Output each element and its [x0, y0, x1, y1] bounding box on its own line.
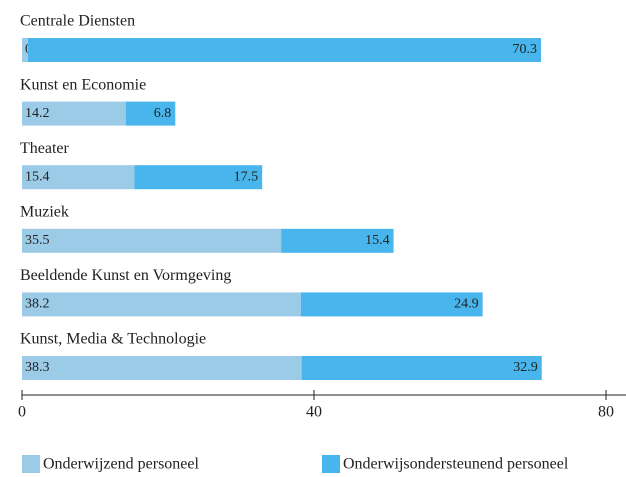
category-label: Kunst en Economie — [20, 76, 146, 93]
value-label: 14.2 — [25, 106, 50, 121]
value-label: 15.4 — [25, 169, 50, 184]
bar-segment — [22, 38, 28, 62]
value-label: 32.9 — [513, 360, 538, 375]
category-label: Muziek — [20, 203, 69, 220]
bar-segment — [301, 356, 542, 380]
bar-segment — [125, 101, 176, 126]
value-label: 38.2 — [25, 297, 50, 312]
value-label: 15.4 — [365, 233, 390, 248]
bar-segment — [300, 292, 483, 317]
category-label: Beeldende Kunst en Vormgeving — [20, 267, 231, 284]
bar-segment — [22, 228, 282, 253]
legend-label: Onderwijsondersteunend personeel — [343, 456, 569, 473]
category-label: Kunst, Media & Technologie — [20, 331, 206, 348]
legend-swatch — [22, 455, 40, 473]
value-label: 6.8 — [154, 106, 172, 121]
value-label: 24.9 — [454, 297, 479, 312]
bar-segment — [22, 292, 301, 317]
value-label: 17.5 — [234, 169, 259, 184]
bar-segment — [27, 38, 542, 62]
bar-segment — [22, 165, 135, 190]
x-tick-label: 40 — [306, 404, 322, 421]
bar-segment — [281, 228, 394, 253]
bar-segment — [134, 165, 263, 190]
category-label: Theater — [20, 140, 70, 157]
category-label: Centrale Diensten — [20, 13, 135, 30]
bar-segment — [22, 101, 126, 126]
value-label: 38.3 — [25, 360, 50, 375]
legend-label: Onderwijzend personeel — [43, 456, 199, 473]
legend-swatch — [322, 455, 340, 473]
x-tick-label: 80 — [598, 404, 614, 421]
value-label: 70.3 — [513, 42, 538, 57]
bar-segment — [22, 356, 302, 380]
x-tick-label: 0 — [18, 404, 26, 421]
value-label: 35.5 — [25, 233, 50, 248]
